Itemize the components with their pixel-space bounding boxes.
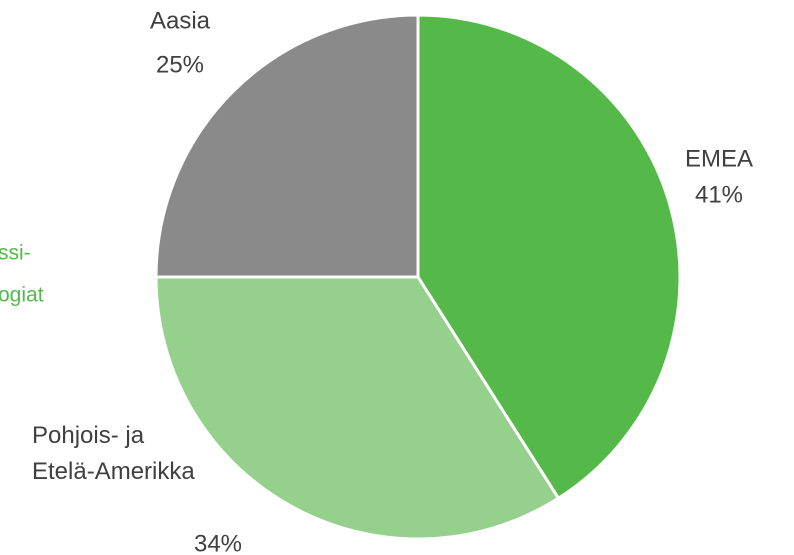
slice-label: Aasia [150,7,211,34]
pie-slice [416,13,682,500]
annotation: ogiat [0,284,44,307]
slice-label: EMEA [685,145,753,172]
slice-label: Pohjois- ja Etelä-Amerikka [32,422,195,485]
annotation: ssi- [0,242,31,265]
value-label: 41% [695,181,743,208]
pie-slice [154,275,560,541]
pie-slice [154,13,420,279]
value-label: 25% [156,51,204,78]
value-label: 34% [194,530,242,555]
